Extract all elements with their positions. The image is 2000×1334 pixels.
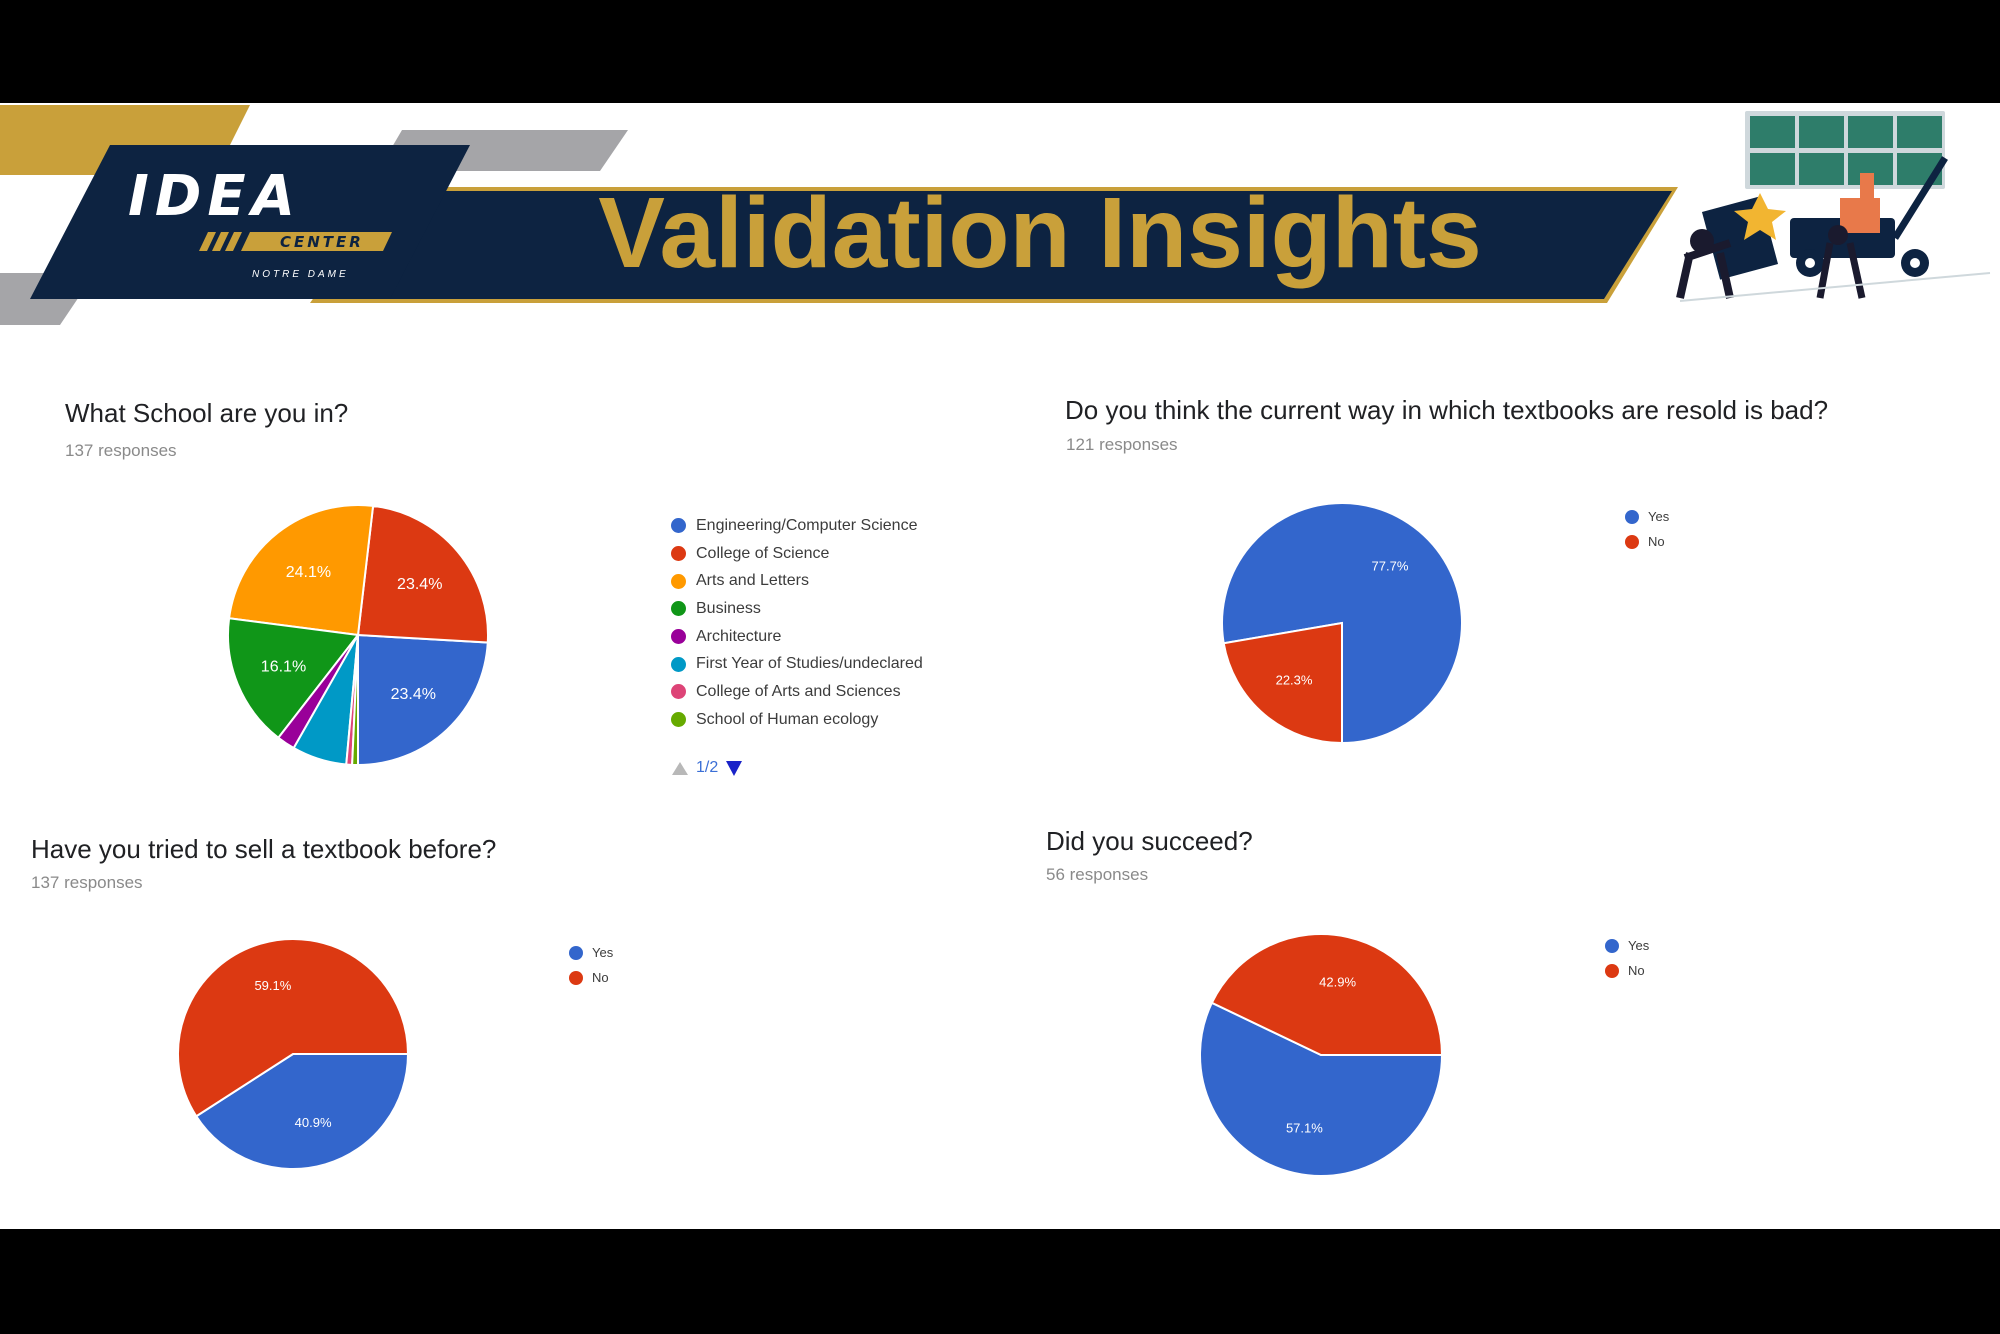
pie-slice-8: [351, 634, 359, 767]
legend-swatch: [1625, 534, 1639, 549]
chart-3-subtitle: 137 responses: [31, 873, 143, 892]
legend-label: Arts and Letters: [696, 572, 809, 590]
legend-item: Engineering/Computer Science: [671, 512, 923, 540]
legend-swatch: [671, 656, 686, 672]
pie-slice-2: [1222, 621, 1343, 745]
legend-item: Yes: [569, 940, 613, 965]
legend-swatch: [569, 945, 583, 960]
legend-label: College of Arts and Sciences: [696, 682, 901, 700]
legend-swatch: [671, 684, 686, 700]
legend-item: No: [1605, 958, 1649, 983]
logo-center-bar: [241, 232, 392, 251]
logo-tagline: NOTRE DAME: [252, 269, 349, 280]
legend-label: No: [1628, 963, 1645, 978]
slice-label-3: 24.1%: [286, 564, 331, 581]
legend-label: Yes: [1648, 509, 1670, 524]
chart-1-subtitle: 137 responses: [65, 441, 177, 460]
pie-slice-2: [356, 504, 489, 644]
legend-item: College of Science: [671, 540, 923, 568]
legend-label: Business: [696, 599, 761, 617]
pie-slice-2: [177, 938, 410, 1118]
legend-swatch: [1605, 963, 1619, 978]
chart-3-legend: Yes No: [569, 940, 613, 990]
slice-label-1: 57.1%: [1286, 1121, 1323, 1136]
chart-4-subtitle: 56 responses: [1046, 865, 1149, 884]
legend-item: Architecture: [671, 623, 923, 651]
legend-item: Yes: [1625, 504, 1669, 529]
slice-label-2: 42.9%: [1319, 974, 1356, 989]
legend-swatch: [569, 970, 583, 985]
legend-swatch: [671, 601, 686, 617]
chart-3-title: Have you tried to sell a textbook before…: [31, 834, 497, 864]
slice-label-2: 23.4%: [397, 576, 442, 593]
slide-title: Validation Insights: [598, 177, 1482, 289]
legend-label: Engineering/Computer Science: [696, 516, 918, 534]
slice-label-4: 16.1%: [261, 658, 306, 675]
slice-label-1: 40.9%: [295, 1115, 332, 1130]
logo-box: [30, 145, 470, 299]
legend-swatch: [671, 712, 686, 728]
logo-subtitle: CENTER: [280, 233, 364, 251]
legend-label: School of Human ecology: [696, 710, 879, 728]
chart-4-pie: 57.1% 42.9%: [1199, 933, 1444, 1177]
legend-item: College of Arts and Sciences: [671, 678, 923, 706]
legend-item: Arts and Letters: [671, 567, 923, 595]
chart-1-pie: 23.4% 23.4% 24.1% 16.1%: [227, 504, 489, 767]
slice-label-2: 22.3%: [1276, 672, 1313, 687]
chart-2-pie: 77.7% 22.3%: [1221, 502, 1463, 745]
chart-1-legend: Engineering/Computer Science College of S…: [671, 512, 923, 734]
legend-label: No: [1648, 534, 1665, 549]
pie-slice-1: [357, 633, 489, 767]
title-bar: [318, 191, 1672, 299]
pie-slice-3: [227, 504, 375, 637]
chart-2-legend: Yes No: [1625, 504, 1669, 554]
pie-slice-4: [227, 617, 360, 740]
logo-slashes: [199, 232, 242, 251]
chart-1-legend-pager[interactable]: 1/2: [672, 759, 743, 777]
legend-swatch: [1625, 509, 1639, 524]
pie-slice-1: [1199, 1001, 1444, 1177]
legend-swatch: [1605, 938, 1619, 953]
pager-down-icon[interactable]: [726, 760, 743, 776]
legend-swatch: [671, 518, 686, 534]
chart-4-title: Did you succeed?: [1046, 826, 1253, 856]
legend-item: No: [1625, 529, 1669, 554]
pager-label: 1/2: [696, 759, 719, 776]
slice-label-1: 23.4%: [391, 686, 436, 703]
chart-4-legend: Yes No: [1605, 933, 1649, 983]
legend-label: Yes: [1628, 938, 1650, 953]
legend-item: Yes: [1605, 933, 1649, 958]
chart-2-title: Do you think the current way in which te…: [1065, 395, 1829, 425]
pie-slice-2: [1210, 933, 1444, 1056]
slide: IDEA CENTER NOTRE DAME: [0, 103, 2000, 1229]
chart-3-pie: 40.9% 59.1%: [177, 938, 410, 1170]
slice-label-1: 77.7%: [1372, 559, 1409, 574]
legend-swatch: [671, 546, 686, 562]
pager-up-icon[interactable]: [672, 761, 688, 775]
legend-item: No: [569, 965, 613, 990]
legend-label: No: [592, 970, 609, 985]
chart-1-title: What School are you in?: [65, 398, 349, 428]
legend-label: First Year of Studies/undeclared: [696, 655, 923, 673]
legend-swatch: [671, 629, 686, 645]
legend-label: Architecture: [696, 627, 782, 645]
legend-label: College of Science: [696, 544, 830, 562]
logo-title: IDEA: [128, 164, 301, 229]
legend-label: Yes: [592, 945, 614, 960]
legend-item: First Year of Studies/undeclared: [671, 650, 923, 678]
header-banner: IDEA CENTER NOTRE DAME: [0, 105, 1991, 325]
chart-2-subtitle: 121 responses: [1066, 435, 1178, 454]
workers-with-cart-illustration: [1676, 111, 1991, 302]
legend-item: Business: [671, 595, 923, 623]
legend-item: School of Human ecology: [671, 706, 923, 734]
legend-swatch: [671, 573, 686, 589]
slice-label-2: 59.1%: [254, 978, 291, 993]
